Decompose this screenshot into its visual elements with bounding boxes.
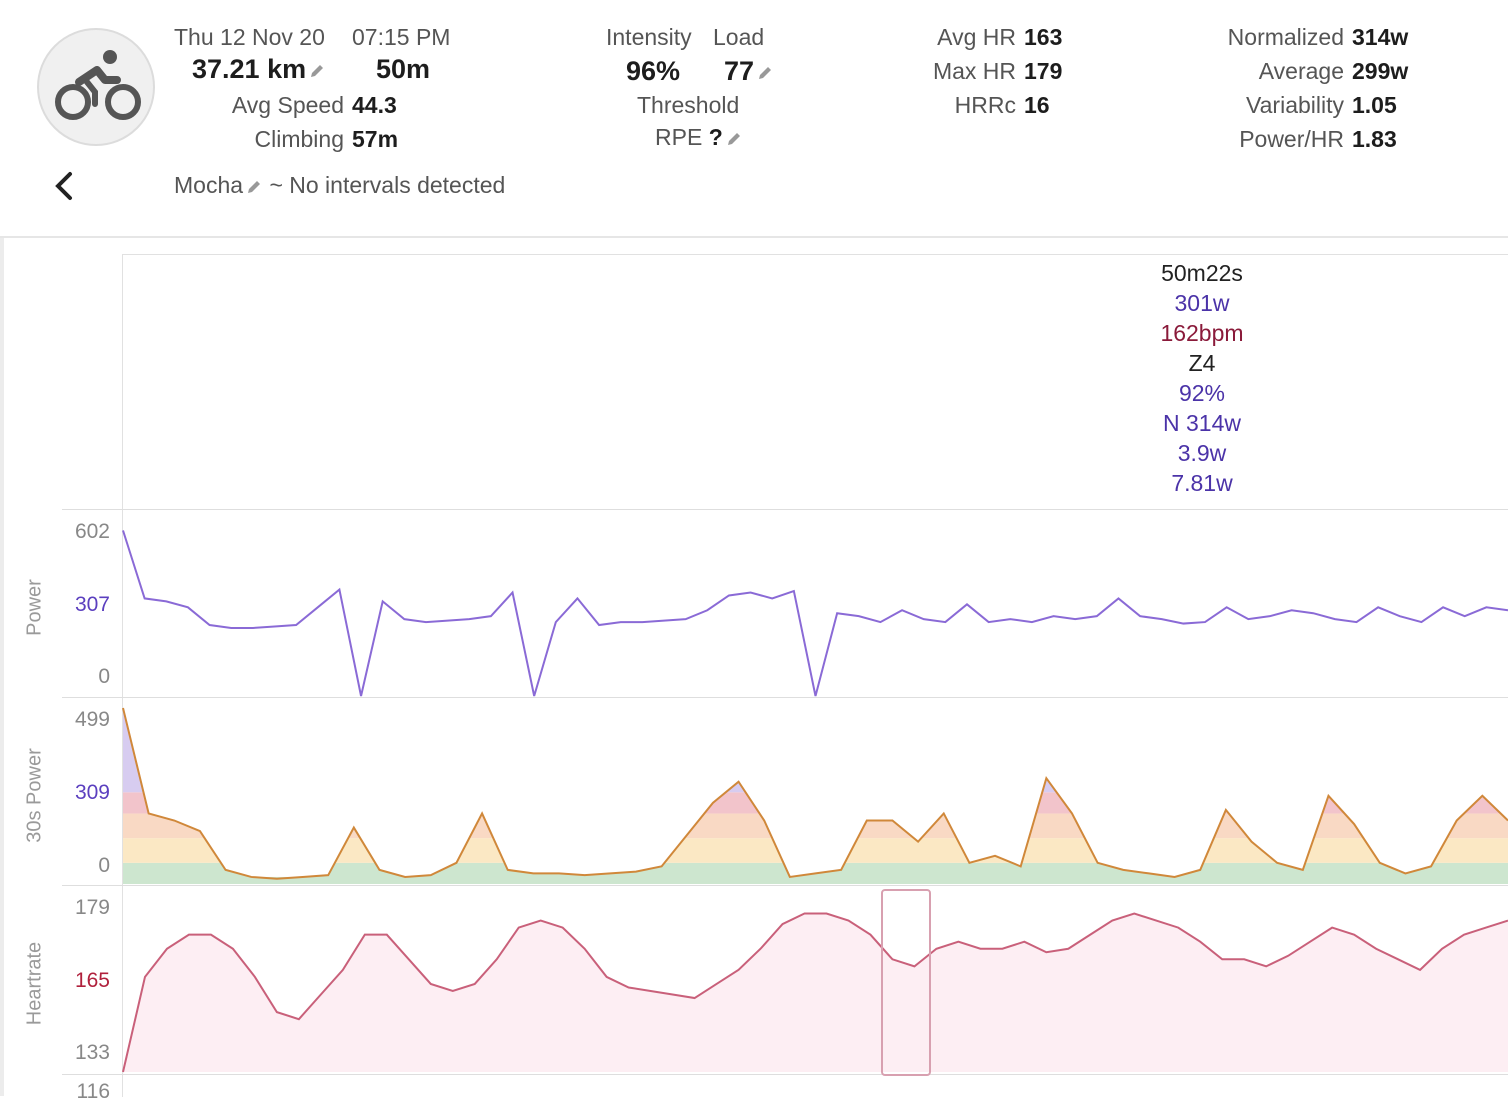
power-axis-title: Power: [23, 579, 46, 636]
hrrc-value: 16: [1024, 92, 1050, 118]
tooltip-v2: 7.81w: [1171, 470, 1233, 496]
chart-divider: [62, 885, 1508, 886]
hr-tick-min: 133: [74, 1041, 110, 1064]
chevron-left-icon: [55, 172, 72, 200]
avg-hr-label: Avg HR: [937, 24, 1016, 50]
activity-date: Thu 12 Nov 20: [174, 24, 325, 50]
rpe-label: RPE: [655, 124, 703, 150]
edit-distance-icon[interactable]: [308, 62, 326, 80]
hr-tick-mid: 165: [74, 969, 110, 992]
hr-tick-max: 179: [74, 896, 110, 919]
hover-tooltip: 50m22s 301w 162bpm Z4 92% N 314w 3.9w 7.…: [1102, 258, 1302, 498]
hr-axis-title: Heartrate: [23, 941, 46, 1026]
power-hr-label: Power/HR: [1239, 126, 1344, 152]
variability-value: 1.05: [1352, 92, 1397, 118]
back-button[interactable]: [46, 166, 82, 206]
variability-label: Variability: [1246, 92, 1344, 118]
normalized-label: Normalized: [1227, 24, 1344, 50]
tooltip-v1: 3.9w: [1177, 440, 1227, 466]
rpe-row: RPE ?: [655, 124, 743, 151]
activity-name-row: Mocha ~ No intervals detected: [174, 172, 505, 199]
activity-name[interactable]: Mocha: [174, 172, 244, 198]
intensity-value: 96%: [626, 56, 681, 86]
tooltip-power: 301w: [1174, 290, 1230, 316]
duration-value: 50m: [376, 54, 431, 84]
climbing-value: 57m: [352, 126, 399, 152]
power30-tick-min: 0: [98, 854, 110, 877]
load-text: 77: [724, 56, 755, 86]
tooltip-normalized: N 314w: [1163, 410, 1241, 436]
left-border: [0, 0, 4, 1096]
power-tick-mid: 307: [74, 593, 110, 616]
bike-icon: [55, 50, 141, 120]
intervals-status: ~ No intervals detected: [269, 172, 506, 198]
edit-rpe-icon[interactable]: [725, 130, 743, 148]
avg-hr-value: 163: [1024, 24, 1063, 50]
power30-tick-mid: 309: [74, 781, 110, 804]
avg-speed-label: Avg Speed: [231, 92, 344, 118]
load-value: 77: [724, 56, 774, 87]
threshold-label: Threshold: [637, 92, 740, 118]
power-tick-max: 602: [74, 520, 110, 543]
avg-speed-value: 44.3: [352, 92, 397, 118]
chart-divider: [62, 509, 1508, 510]
tooltip-hr: 162bpm: [1160, 320, 1244, 346]
rpe-value: ?: [708, 124, 723, 150]
power30-tick-max: 499: [74, 708, 110, 731]
activity-header: Thu 12 Nov 20 07:15 PM 37.21 km 50m Avg …: [0, 0, 1508, 238]
chart-divider: [62, 1074, 1508, 1075]
next-chart-tick: 116: [76, 1080, 110, 1103]
activity-time: 07:15 PM: [352, 24, 451, 50]
distance-value: 37.21 km: [192, 54, 326, 85]
edit-load-icon[interactable]: [756, 64, 774, 82]
edit-name-icon[interactable]: [245, 178, 263, 196]
tooltip-pct: 92%: [1178, 380, 1226, 406]
chart-divider: [62, 697, 1508, 698]
power-hr-value: 1.83: [1352, 126, 1397, 152]
load-label: Load: [713, 24, 765, 50]
tooltip-zone: Z4: [1188, 350, 1216, 376]
hrrc-label: HRRc: [954, 92, 1016, 118]
average-label: Average: [1258, 58, 1344, 84]
max-hr-label: Max HR: [932, 58, 1016, 84]
intensity-label: Intensity: [606, 24, 692, 50]
tooltip-time: 50m22s: [1161, 260, 1243, 286]
power-tick-min: 0: [98, 665, 110, 688]
distance-text: 37.21 km: [192, 54, 307, 84]
max-hr-value: 179: [1024, 58, 1063, 84]
average-value: 299w: [1352, 58, 1409, 84]
climbing-label: Climbing: [254, 126, 344, 152]
normalized-value: 314w: [1352, 24, 1409, 50]
activity-type-avatar: [37, 28, 155, 146]
power30-axis-title: 30s Power: [23, 748, 46, 843]
